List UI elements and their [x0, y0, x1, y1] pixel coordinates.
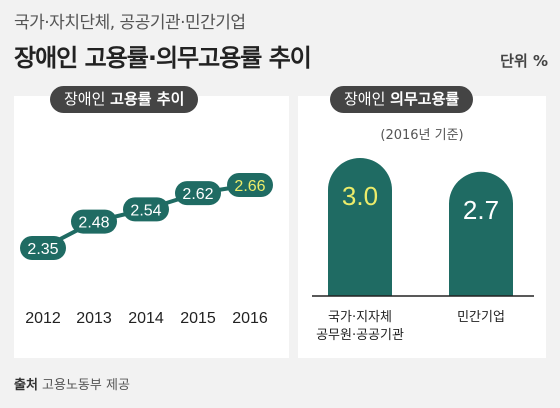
basis-note: (2016년 기준) [380, 128, 464, 143]
subtitle: 국가·자치단체, 공공기관·민간기업 [14, 13, 246, 33]
left-chart-title: 장애인 고용률 추이 [50, 86, 199, 113]
left-panel [14, 96, 289, 358]
line-data-label: 2.35 [27, 241, 58, 258]
x-tick-label: 2016 [232, 310, 268, 327]
x-tick-label: 2013 [76, 310, 112, 327]
source-text: 고용노동부 제공 [37, 378, 130, 393]
line-point-badge [175, 181, 221, 206]
line-data-label: 2.62 [182, 186, 213, 203]
line-point-badge [71, 209, 117, 234]
right-chart-title-plain: 장애인 [344, 90, 391, 108]
source-note: 출처 고용노동부 제공 [14, 374, 130, 393]
right-chart-title-bold: 의무고용률 [390, 90, 460, 108]
line-point-badge [20, 236, 66, 260]
line-data-label: 2.66 [234, 178, 265, 195]
bar [328, 158, 392, 296]
left-chart-title-bold: 고용률 추이 [110, 90, 185, 108]
unit-label: 단위 % [500, 52, 548, 70]
x-tick-label: 2012 [25, 310, 61, 327]
bar-data-label: 3.0 [342, 181, 378, 211]
x-tick-label: 2015 [180, 310, 216, 327]
left-chart-title-plain: 장애인 [64, 90, 111, 108]
page-title: 장애인 고용률·의무고용률 추이 [14, 44, 312, 72]
bar-category-label: 민간기업 [411, 309, 551, 327]
bar [449, 171, 513, 296]
line-point-badge [123, 197, 169, 222]
bar-category-label-line: 공무원·공공기관 [316, 328, 404, 343]
line-point-badge [227, 173, 273, 197]
bar-data-label: 2.7 [463, 195, 499, 225]
bar-category-label-line: 민간기업 [457, 310, 505, 325]
right-chart-title: 장애인 의무고용률 [330, 86, 474, 113]
line-data-label: 2.48 [78, 215, 109, 232]
x-tick-label: 2014 [128, 310, 164, 327]
line-data-label: 2.54 [130, 202, 161, 219]
source-label: 출처 [14, 378, 38, 393]
bar-category-label-line: 국가·지자체 [328, 310, 392, 325]
